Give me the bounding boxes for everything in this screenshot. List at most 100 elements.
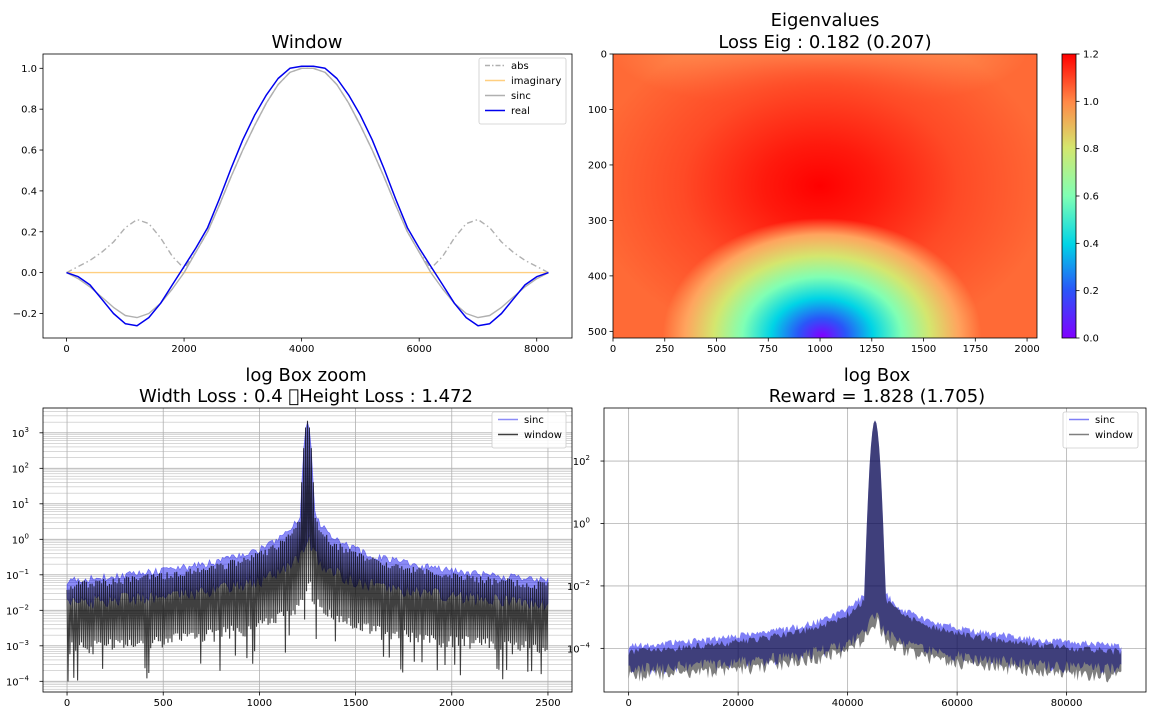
series-line-abs xyxy=(66,67,549,274)
x-tick-label: 750 xyxy=(759,344,778,355)
colorbar-tick-label: 0.2 xyxy=(1083,286,1099,297)
legend-label: abs xyxy=(511,61,529,72)
chart-subtitle: Reward = 1.828 (1.705) xyxy=(769,386,985,407)
y-tick-label: 10−4 xyxy=(6,674,30,688)
series-trace-window xyxy=(66,420,549,682)
x-tick-label: 4000 xyxy=(289,344,314,355)
y-tick-label: 400 xyxy=(588,271,607,282)
y-tick-label: 10−4 xyxy=(567,641,591,655)
y-tick-label: 500 xyxy=(588,327,607,338)
x-tick-label: 2000 xyxy=(1014,344,1039,355)
x-tick-label: 0 xyxy=(64,698,70,709)
y-tick-label: 101 xyxy=(12,497,29,511)
y-tick-label: 100 xyxy=(573,516,590,530)
legend-label: imaginary xyxy=(511,76,561,87)
y-tick-label: 0.6 xyxy=(21,146,37,157)
y-tick-label: 100 xyxy=(12,532,29,546)
y-tick-label: 300 xyxy=(588,216,607,227)
plot-frame xyxy=(42,53,573,339)
axes: 0 2000 4000 6000 8000 −0.2 0.0 0.2 0.4 0.6 0.8 1.0 xyxy=(13,64,550,355)
heatmap-minimum xyxy=(613,54,1037,338)
series-group xyxy=(66,420,549,682)
y-tick-label: 10−2 xyxy=(6,603,29,617)
series-band-window xyxy=(628,420,1122,683)
legend: sinc window xyxy=(491,411,567,449)
x-tick-label: 2000 xyxy=(171,344,196,355)
series-line-real xyxy=(66,65,549,327)
x-tick-label: 1250 xyxy=(859,344,884,355)
legend-label: window xyxy=(1095,430,1133,441)
legend-label: window xyxy=(524,430,562,441)
series-group xyxy=(628,420,1122,683)
x-tick-label: 80000 xyxy=(1051,698,1083,709)
x-tick-label: 1000 xyxy=(807,344,832,355)
heatmap xyxy=(613,54,1037,338)
legend-label: sinc xyxy=(511,91,531,102)
y-tick-label: 102 xyxy=(12,461,29,475)
colorbar-ticks: 0.0 0.2 0.4 0.6 0.8 1.0 1.2 xyxy=(1076,50,1099,345)
plot-frame xyxy=(42,407,573,693)
y-tick-label: 10−2 xyxy=(567,579,590,593)
plot-frame xyxy=(603,407,1147,693)
x-tick-label: 500 xyxy=(154,698,173,709)
eigenvalues-panel: Eigenvalues Loss Eig : 0.182 (0.207) 0 25… xyxy=(588,10,1099,355)
x-tick-label: 1000 xyxy=(247,698,272,709)
series-group xyxy=(66,65,549,327)
legend-label: real xyxy=(511,106,530,117)
colorbar-tick-label: 0.8 xyxy=(1083,144,1099,155)
x-tick-label: 40000 xyxy=(832,698,864,709)
y-tick-label: 10−1 xyxy=(6,568,29,582)
x-tick-label: 0 xyxy=(610,344,616,355)
window-panel: Window 0 2000 4000 6000 8000 −0.2 0.0 0.2 0.4 0.6… xyxy=(13,32,573,355)
x-tick-label: 1500 xyxy=(343,698,368,709)
y-tick-label: 0 xyxy=(601,50,607,61)
x-tick-label: 60000 xyxy=(941,698,973,709)
colorbar-tick-label: 0.0 xyxy=(1083,334,1099,345)
chart-title: Window xyxy=(272,32,343,53)
legend-box xyxy=(491,411,567,449)
y-tick-label: 0.2 xyxy=(21,227,37,238)
x-tick-label: 6000 xyxy=(406,344,431,355)
y-tick-label: 0.8 xyxy=(21,105,37,116)
colorbar-gradient xyxy=(1061,53,1077,339)
x-tick-label: 250 xyxy=(655,344,674,355)
colorbar-tick-label: 0.4 xyxy=(1083,239,1099,250)
log-box-panel: log Box Reward = 1.828 (1.705) 0 20000 400… xyxy=(567,365,1147,709)
y-tick-label: 0.4 xyxy=(21,186,37,197)
x-tick-label: 0 xyxy=(63,344,69,355)
series-line-sinc xyxy=(66,67,549,319)
x-tick-label: 8000 xyxy=(524,344,549,355)
x-tick-label: 1500 xyxy=(911,344,936,355)
axes: 0 250 500 750 1000 1250 1500 1750 2000 0 100 200 300… xyxy=(588,50,1040,356)
colorbar: 0.0 0.2 0.4 0.6 0.8 1.0 1.2 xyxy=(1061,50,1099,345)
x-tick-label: 0 xyxy=(625,698,631,709)
legend-label: sinc xyxy=(1095,415,1115,426)
y-tick-label: 100 xyxy=(588,105,607,116)
chart-title: log Box zoom xyxy=(245,365,366,386)
y-tick-label: 0.0 xyxy=(21,268,37,279)
log-box-zoom-panel: log Box zoom Width Loss : 0.4  Height Lo… xyxy=(6,365,573,709)
chart-title: log Box xyxy=(844,365,911,386)
chart-title: Eigenvalues xyxy=(771,10,880,31)
legend-label: sinc xyxy=(524,415,544,426)
y-tick-label: −0.2 xyxy=(13,309,37,320)
legend: sinc window xyxy=(1062,411,1139,449)
x-tick-label: 20000 xyxy=(722,698,754,709)
x-tick-label: 500 xyxy=(707,344,726,355)
y-tick-label: 1.0 xyxy=(21,64,37,75)
y-tick-label: 103 xyxy=(12,426,29,440)
x-tick-label: 1750 xyxy=(963,344,988,355)
chart-subtitle: Width Loss : 0.4  Height Loss : 1.472 xyxy=(139,386,473,407)
plot-frame xyxy=(612,53,1038,339)
legend-box xyxy=(478,57,567,125)
colorbar-tick-label: 0.6 xyxy=(1083,192,1099,203)
y-tick-label: 200 xyxy=(588,160,607,171)
legend-box xyxy=(1062,411,1139,449)
colorbar-tick-label: 1.0 xyxy=(1083,97,1099,108)
colorbar-tick-label: 1.2 xyxy=(1083,50,1099,61)
x-tick-label: 2500 xyxy=(535,698,560,709)
y-tick-label: 102 xyxy=(573,454,590,468)
legend: abs imaginary sinc real xyxy=(478,57,567,125)
chart-subtitle: Loss Eig : 0.182 (0.207) xyxy=(718,32,931,53)
